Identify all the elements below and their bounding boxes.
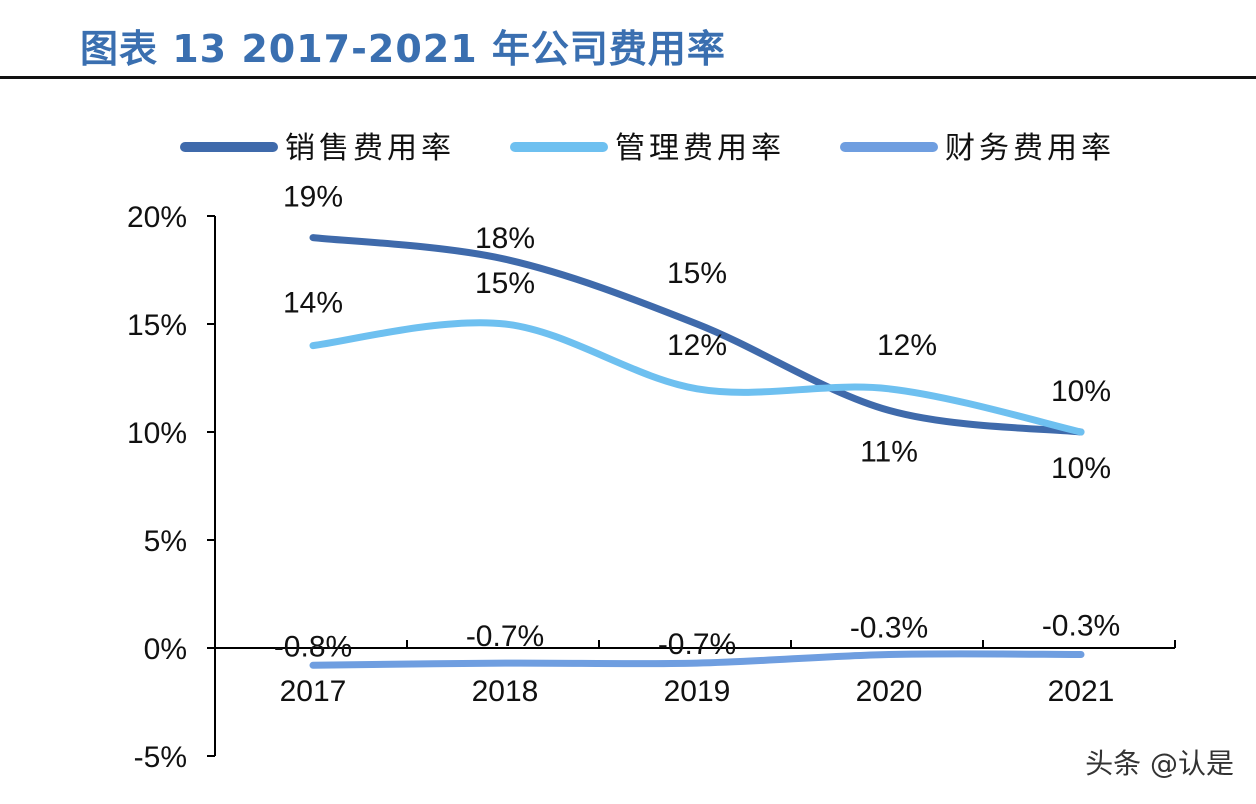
y-tick-label: 10% [127,417,187,450]
x-tick-label: 2018 [472,675,539,708]
legend-label: 销售费用率 [285,131,455,166]
series-line-3 [309,650,1085,669]
series-line-2 [309,319,1085,436]
y-tick-label: 0% [144,633,187,666]
data-label: -0.3% [850,611,928,644]
y-tick-label: -5% [134,741,187,774]
legend-label: 管理费用率 [615,131,785,166]
data-label: 15% [667,257,727,290]
title-divider [0,76,1256,79]
series-line-1 [309,234,1085,436]
legend-label: 财务费用率 [945,131,1115,166]
data-label: 12% [877,329,937,362]
data-label: 10% [1051,375,1111,408]
data-label: 15% [475,267,535,300]
data-label: -0.7% [466,620,544,653]
y-tick-label: 15% [127,309,187,342]
data-label: -0.8% [274,630,352,663]
data-label: 19% [283,181,343,214]
y-tick-label: 20% [127,201,187,234]
data-label: 18% [475,222,535,255]
x-tick-label: 2020 [856,675,923,708]
x-tick-label: 2019 [664,675,731,708]
data-label: 11% [860,435,918,468]
x-tick-label: 2021 [1048,675,1115,708]
data-label: -0.3% [1042,609,1120,642]
data-label: 14% [283,287,343,320]
y-tick-label: 5% [144,525,187,558]
data-label: -0.7% [658,628,736,661]
data-label: 10% [1051,452,1111,485]
watermark: 头条 @认是 [1085,747,1234,780]
data-label: 12% [667,329,727,362]
chart-title: 图表 13 2017-2021 年公司费用率 [80,27,726,71]
x-tick-label: 2017 [280,675,347,708]
